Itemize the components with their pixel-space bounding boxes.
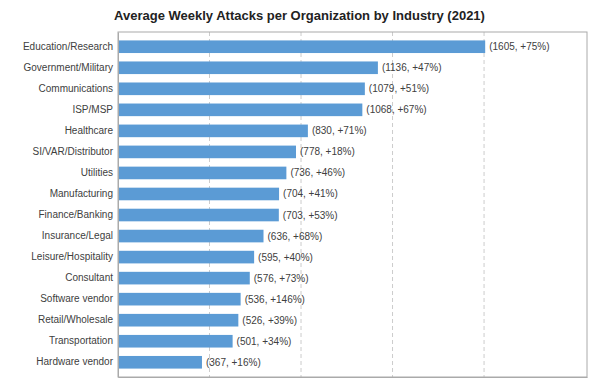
data-label: (704, +41%) (283, 188, 338, 199)
bar (118, 167, 286, 180)
y-tick-label: Communications (39, 83, 113, 94)
y-tick: Healthcare (65, 125, 118, 136)
y-tick-label: Leisure/Hospitality (31, 251, 113, 262)
data-label: (1079, +51%) (369, 83, 429, 94)
y-tick: Government/Military (24, 62, 118, 73)
y-tick: Manufacturing (50, 188, 118, 199)
y-tick: Transportation (49, 335, 118, 346)
plot: Education/Research Government/Military Com… (23, 32, 588, 378)
data-label: (703, +53%) (283, 210, 338, 221)
bar (118, 146, 296, 159)
y-tick-label: Retail/Wholesale (38, 314, 113, 325)
x-axis (119, 377, 588, 378)
y-tick-label: Software vendor (40, 293, 113, 304)
y-tick-label: Hardware vendor (36, 356, 113, 367)
data-label: (501, +34%) (237, 336, 292, 347)
y-tick-label: ISP/MSP (72, 104, 113, 115)
bar (118, 125, 308, 138)
data-label: (595, +40%) (258, 252, 313, 263)
y-axis: Education/Research Government/Military Com… (23, 33, 119, 378)
y-tick: Insurance/Legal (42, 230, 118, 241)
y-tick-label: Healthcare (65, 125, 114, 136)
data-label: (1068, +67%) (366, 104, 426, 115)
data-label: (526, +39%) (242, 315, 297, 326)
data-labels: (1605, +75%) (1136, +47%) (1079, +51%) (106… (206, 41, 550, 368)
data-label: (576, +73%) (254, 273, 309, 284)
bar (118, 272, 250, 285)
bar (118, 230, 264, 243)
y-tick: Communications (39, 83, 118, 94)
bar (118, 40, 485, 53)
y-tick-label: SI/VAR/Distributor (33, 146, 114, 157)
y-tick-label: Consultant (65, 272, 113, 283)
chart: Average Weekly Attacks per Organization … (0, 0, 599, 387)
bar (118, 314, 238, 327)
y-tick-label: Insurance/Legal (42, 230, 113, 241)
y-axis-line (118, 33, 119, 378)
data-label: (367, +16%) (206, 357, 261, 368)
bar (118, 293, 241, 306)
y-tick: Consultant (65, 272, 118, 283)
y-tick: SI/VAR/Distributor (33, 146, 118, 157)
y-tick: Software vendor (40, 293, 118, 304)
y-tick-label: Utilities (81, 167, 113, 178)
bars (118, 40, 485, 368)
bar (118, 335, 233, 348)
bar (118, 82, 365, 95)
bar (118, 251, 254, 264)
title: Average Weekly Attacks per Organization … (114, 8, 485, 23)
y-tick-label: Education/Research (23, 41, 113, 52)
y-tick: Utilities (81, 167, 118, 178)
bar (118, 356, 202, 369)
y-tick: Education/Research (23, 41, 118, 52)
bar (118, 209, 279, 222)
y-tick-label: Finance/Banking (39, 209, 114, 220)
x-axis-line (119, 377, 588, 378)
data-label: (1605, +75%) (489, 41, 549, 52)
data-label: (830, +71%) (312, 125, 367, 136)
y-tick: Leisure/Hospitality (31, 251, 118, 262)
bar (118, 188, 279, 201)
y-tick: Finance/Banking (39, 209, 119, 220)
plot-frame (118, 32, 587, 377)
y-tick: ISP/MSP (72, 104, 118, 115)
y-tick-label: Transportation (49, 335, 113, 346)
data-label: (778, +18%) (300, 146, 355, 157)
data-label: (536, +146%) (245, 294, 305, 305)
bar (118, 61, 378, 74)
y-tick: Hardware vendor (36, 356, 118, 367)
data-label: (1136, +47%) (382, 62, 442, 73)
grid-line (484, 32, 485, 377)
data-label: (736, +46%) (290, 167, 345, 178)
y-tick-label: Manufacturing (50, 188, 113, 199)
y-tick-label: Government/Military (24, 62, 113, 73)
data-label: (636, +68%) (268, 231, 323, 242)
y-tick: Retail/Wholesale (38, 314, 118, 325)
bar (118, 104, 362, 117)
